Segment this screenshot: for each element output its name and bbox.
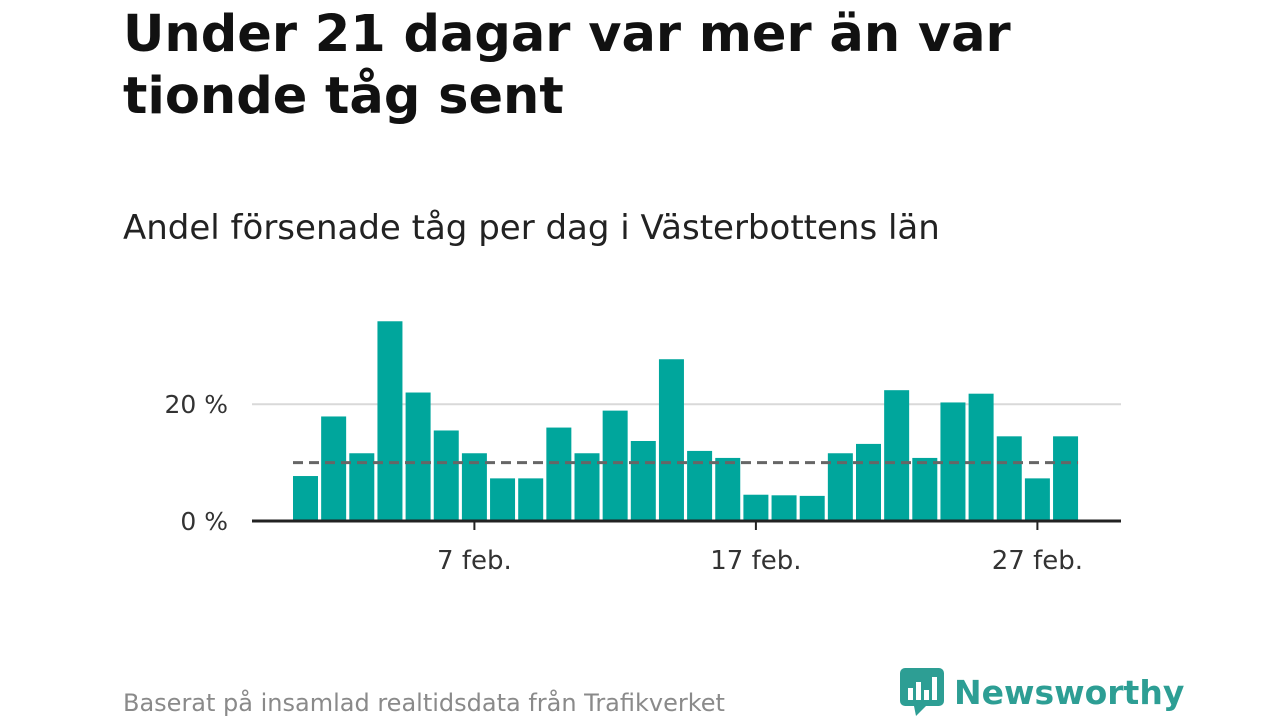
- bar: [799, 495, 825, 521]
- x-tick-label: 27 feb.: [992, 546, 1083, 576]
- tick-labels: 0 % 20 % 7 feb. 17 feb. 27 feb.: [164, 390, 1083, 576]
- bar: [1024, 478, 1050, 521]
- bar: [293, 476, 318, 521]
- newsworthy-logo-icon: [900, 668, 944, 716]
- y-tick-label: 0 %: [180, 507, 228, 536]
- bar: [461, 453, 487, 521]
- bar: [490, 478, 516, 521]
- bar: [771, 495, 797, 521]
- bar: [518, 478, 544, 521]
- bar: [743, 494, 769, 521]
- bar: [1053, 436, 1079, 521]
- bar: [602, 410, 628, 521]
- x-tick-label: 17 feb.: [710, 546, 801, 576]
- bar: [321, 416, 347, 521]
- brand: Newsworthy: [900, 668, 1184, 716]
- y-tick-label: 20 %: [164, 390, 228, 419]
- chart-title: Under 21 dagar var mer än var tionde tåg…: [123, 5, 1011, 126]
- bar: [630, 440, 656, 521]
- axes: [252, 519, 1121, 530]
- bar: [912, 457, 938, 521]
- bar: [377, 321, 403, 521]
- chart-subtitle: Andel försenade tåg per dag i Västerbott…: [123, 208, 940, 248]
- bar: [827, 453, 853, 521]
- bar: [856, 443, 881, 521]
- source-note: Baserat på insamlad realtidsdata från Tr…: [123, 689, 725, 717]
- bar: [715, 457, 741, 521]
- bar: [658, 359, 684, 521]
- bar: [884, 390, 910, 521]
- x-tick-label: 7 feb.: [437, 546, 512, 576]
- bars: [293, 321, 1079, 521]
- bar: [996, 436, 1022, 521]
- bar: [968, 393, 994, 521]
- bar-chart: 0 % 20 % 7 feb. 17 feb. 27 feb.: [164, 321, 1121, 576]
- bar: [349, 453, 375, 521]
- bar: [574, 453, 600, 521]
- bar: [546, 427, 572, 521]
- bar: [433, 430, 459, 521]
- brand-name: Newsworthy: [954, 672, 1185, 712]
- bar: [405, 392, 431, 521]
